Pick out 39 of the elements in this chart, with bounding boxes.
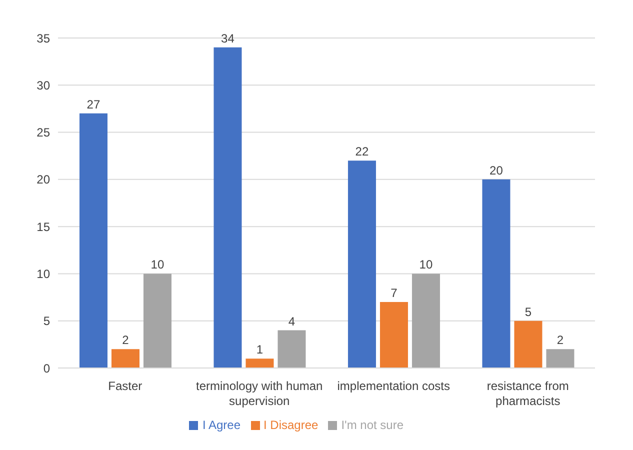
y-tick-label: 5 [43,314,50,328]
y-tick-label: 0 [43,361,50,376]
data-label: 34 [221,31,235,46]
data-label: 4 [288,314,296,328]
data-label: 2 [556,333,564,348]
x-tick-label: implementation costs [337,379,450,393]
data-label: 27 [86,97,100,112]
bar [348,160,376,368]
legend-label: I Disagree [264,418,318,432]
y-tick-label: 20 [36,172,50,187]
y-tick-label: 15 [36,220,50,234]
y-tick-label: 35 [36,31,50,46]
legend-label: I'm not sure [341,418,404,432]
data-label: 20 [490,163,504,178]
data-label: 5 [524,304,532,319]
data-label: 7 [390,286,398,300]
data-label: 10 [150,258,164,272]
bar [143,274,172,368]
bar [546,349,574,368]
y-tick-label: 25 [36,126,50,140]
bar [111,349,140,368]
bar [278,330,306,368]
y-tick-label: 30 [36,78,50,92]
data-label: 22 [355,144,369,159]
bar [214,47,242,368]
data-label: 10 [419,258,433,272]
bar [246,358,274,368]
x-tick-label: Faster [108,379,142,393]
data-label: 1 [256,342,264,357]
bar [514,320,542,368]
bar [380,302,408,368]
bar [79,113,108,368]
x-tick-label: terminology with human supervision [196,379,323,408]
y-tick-label: 10 [36,266,50,281]
data-label: 2 [122,333,130,348]
bar [412,274,440,368]
legend-label: I Agree [202,418,240,432]
bar [482,179,510,368]
x-tick-label: resistance from pharmacists [486,379,569,408]
